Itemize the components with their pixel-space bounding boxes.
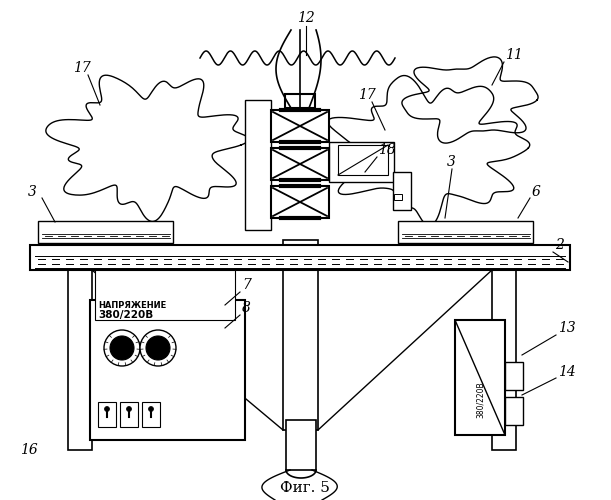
Text: 17: 17 xyxy=(358,88,376,102)
Circle shape xyxy=(104,330,140,366)
Text: 8: 8 xyxy=(242,301,251,315)
Bar xyxy=(271,186,329,218)
Bar xyxy=(271,110,329,142)
Text: 3: 3 xyxy=(28,185,37,199)
Bar xyxy=(329,142,394,182)
Bar xyxy=(120,402,138,427)
Bar xyxy=(338,145,388,175)
Text: 17: 17 xyxy=(73,61,91,75)
Bar xyxy=(398,221,533,243)
Text: 18: 18 xyxy=(378,143,396,157)
Bar xyxy=(98,402,116,427)
Text: Фиг. 5: Фиг. 5 xyxy=(280,481,330,495)
Bar xyxy=(505,362,523,390)
Bar xyxy=(90,300,245,440)
Circle shape xyxy=(110,336,134,360)
Text: 16: 16 xyxy=(20,443,38,457)
Bar xyxy=(394,194,402,200)
Text: 6: 6 xyxy=(532,185,541,199)
Bar xyxy=(455,320,505,435)
Bar xyxy=(283,240,318,430)
Text: 12: 12 xyxy=(297,11,315,25)
Text: 11: 11 xyxy=(505,48,523,62)
Text: 13: 13 xyxy=(558,321,576,335)
Bar xyxy=(285,94,315,108)
Text: 380/220В: 380/220В xyxy=(98,310,153,320)
Text: НАПРЯЖЕНИЕ: НАПРЯЖЕНИЕ xyxy=(98,301,166,310)
Circle shape xyxy=(146,336,170,360)
Circle shape xyxy=(104,406,109,412)
Bar xyxy=(505,397,523,425)
Text: 380/220В: 380/220В xyxy=(475,382,485,418)
Text: 3: 3 xyxy=(447,155,456,169)
Bar xyxy=(492,270,516,450)
Text: 14: 14 xyxy=(558,365,576,379)
Bar xyxy=(95,270,235,320)
Bar xyxy=(271,148,329,180)
Bar xyxy=(142,402,160,427)
Circle shape xyxy=(126,406,131,412)
Bar xyxy=(30,245,570,270)
Bar xyxy=(245,100,271,230)
Circle shape xyxy=(148,406,153,412)
Bar xyxy=(38,221,173,243)
Text: 2: 2 xyxy=(555,238,564,252)
Bar xyxy=(286,420,316,470)
Bar xyxy=(393,172,411,210)
Text: 7: 7 xyxy=(242,278,251,292)
Circle shape xyxy=(140,330,176,366)
Bar xyxy=(68,270,92,450)
